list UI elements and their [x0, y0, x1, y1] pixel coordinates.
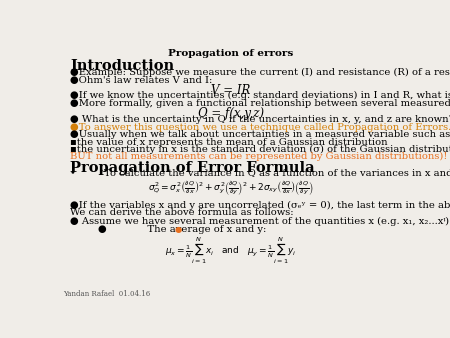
Text: ●If the variables x and y are uncorrelated (σₑʸ = 0), the last term in the above: ●If the variables x and y are uncorrelat…	[70, 201, 450, 210]
Text: ●Example: Suppose we measure the current (I) and resistance (R) of a resistor.: ●Example: Suppose we measure the current…	[70, 68, 450, 77]
Text: Introduction: Introduction	[70, 59, 174, 73]
Text: ▪the uncertainty in x is the standard deviation (σ) of the Gaussian distribution: ▪the uncertainty in x is the standard de…	[70, 145, 450, 154]
Text: $\sigma_Q^2 = \sigma_x^2\left(\frac{\partial Q}{\partial x}\right)^{2} + \sigma_: $\sigma_Q^2 = \sigma_x^2\left(\frac{\par…	[148, 179, 313, 197]
Text: ●If we know the uncertainties (e.g. standard deviations) in I and R, what is the: ●If we know the uncertainties (e.g. stan…	[70, 91, 450, 100]
Text: ●More formally, given a functional relationship between several measured variabl: ●More formally, given a functional relat…	[70, 99, 450, 108]
Text: ● Assume we have several measurement of the quantities x (e.g. x₁, x₂...xᵎ) and : ● Assume we have several measurement of …	[70, 217, 450, 226]
Text: ●Usually when we talk about uncertainties in a measured variable such as x, we a: ●Usually when we talk about uncertaintie…	[70, 130, 450, 139]
Text: We can derive the above formula as follows:: We can derive the above formula as follo…	[70, 209, 294, 217]
Text: ●             The average of x and y:: ● The average of x and y:	[98, 224, 266, 234]
Text: Yandan Rafael  01.04.16: Yandan Rafael 01.04.16	[63, 290, 150, 298]
Text: Propagation of Error Formula: Propagation of Error Formula	[70, 161, 315, 175]
Text: ▪the value of x represents the mean of a Gaussian distribution: ▪the value of x represents the mean of a…	[70, 138, 388, 147]
Text: ●Ohm's law relates V and I:: ●Ohm's law relates V and I:	[70, 76, 212, 85]
Text: Propagation of errors: Propagation of errors	[168, 49, 293, 58]
Text: BUT not all measurements can be represented by Gaussian distributions)!: BUT not all measurements can be represen…	[70, 152, 448, 161]
Text: Q = f(x,y,z): Q = f(x,y,z)	[198, 107, 264, 120]
Text: ●To answer this question we use a technique called Propagation of Errors.: ●To answer this question we use a techni…	[70, 123, 450, 131]
Text: ●: ●	[175, 224, 182, 234]
Text: V = IR: V = IR	[211, 83, 250, 97]
Text: ● What is the uncertainty in Q if the uncertainties in x, y, and z are known?: ● What is the uncertainty in Q if the un…	[70, 115, 450, 124]
Text: •         To calculate the variance in Q as a function of the variances in x and: • To calculate the variance in Q as a fu…	[70, 169, 450, 178]
Text: $\mu_x = \frac{1}{N}\sum_{i=1}^{N} x_i \quad \mathrm{and} \quad \mu_y = \frac{1}: $\mu_x = \frac{1}{N}\sum_{i=1}^{N} x_i \…	[165, 236, 296, 266]
